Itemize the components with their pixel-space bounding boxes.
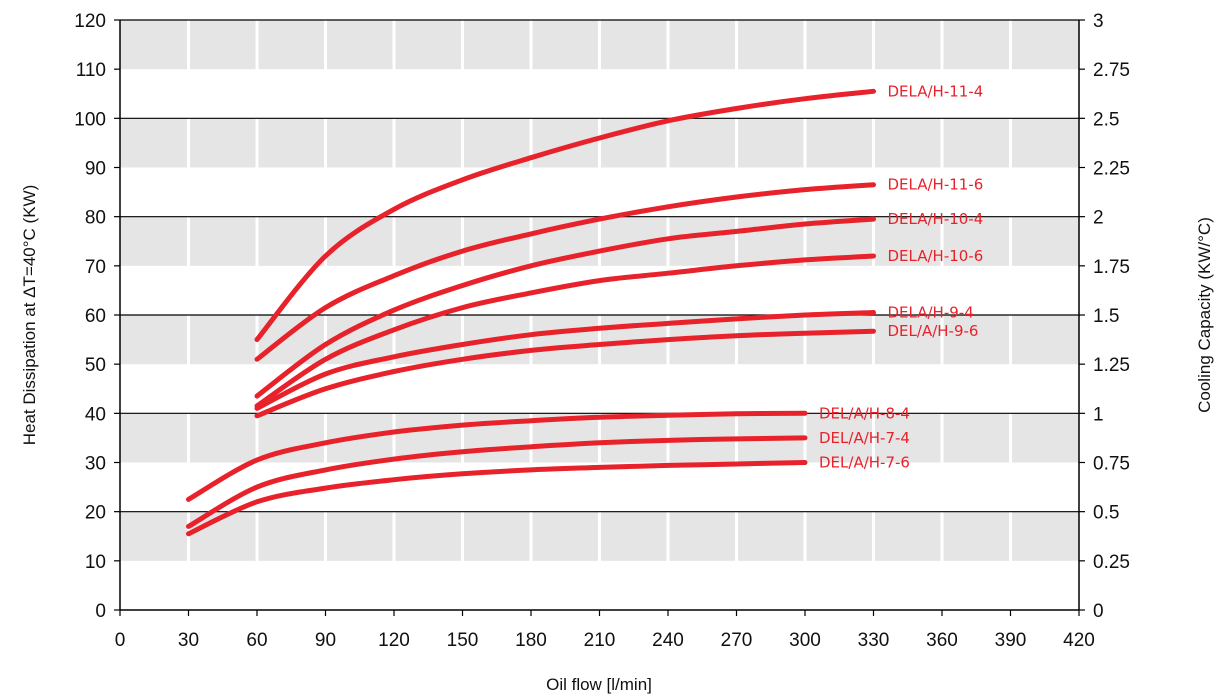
horizontal-gridlines: [120, 19, 1079, 513]
x-tick-label: 300: [789, 630, 821, 651]
y-tick-label: 10: [85, 552, 106, 573]
x-tick-label: 210: [584, 630, 616, 651]
y-tick-label: 70: [85, 257, 106, 278]
x-tick-label: 150: [447, 630, 479, 651]
axes: [114, 19, 1085, 616]
x-tick-label: 270: [721, 630, 753, 651]
y2-tick-label: 0: [1093, 601, 1104, 622]
series-label: DELA/H-10-4: [888, 210, 984, 228]
series-line: [254, 216, 876, 399]
x-axis-title: Oil flow [l/min]: [546, 675, 652, 694]
y-tick-label: 40: [85, 404, 106, 425]
x-tick-label: 90: [315, 630, 336, 651]
x-tick-label: 360: [926, 630, 958, 651]
y-tick-label: 60: [85, 306, 106, 327]
y2-tick-label: 1.75: [1093, 257, 1130, 278]
x-tick-label: 330: [858, 630, 890, 651]
y-tick-labels: 0 10 20 30 40 50 60 70 80 90 100 110 120: [74, 11, 106, 622]
series-label: DELA/H-11-6: [888, 176, 984, 194]
x-tick-label: 120: [378, 630, 410, 651]
series-line: [186, 460, 808, 537]
series-lines: [186, 88, 876, 537]
x-tick-label: 180: [515, 630, 547, 651]
y2-tick-label: 2: [1093, 208, 1104, 229]
y2-tick-label: 2.25: [1093, 159, 1130, 180]
y-tick-label: 100: [74, 109, 106, 130]
series-line: [254, 182, 876, 362]
y-tick-label: 0: [95, 601, 106, 622]
x-tick-label: 60: [246, 630, 267, 651]
y2-tick-label: 1.5: [1093, 306, 1119, 327]
series-label: DELA/H-10-6: [888, 247, 984, 265]
y2-tick-label: 1.25: [1093, 355, 1130, 376]
y-tick-label: 50: [85, 355, 106, 376]
x-tick-label: 30: [178, 630, 199, 651]
y-tick-label: 120: [74, 11, 106, 32]
series-label: DELA/H-11-4: [888, 82, 984, 100]
y-tick-label: 80: [85, 208, 106, 229]
series-label: DEL/A/H-9-6: [888, 322, 979, 340]
y-tick-label: 110: [76, 60, 106, 81]
y2-tick-labels: 0 0.25 0.5 0.75 1 1.25 1.5 1.75 2 2.25 2.5 2.75 3: [1093, 11, 1130, 622]
y2-tick-label: 2.5: [1093, 109, 1119, 130]
series-line: [186, 410, 808, 502]
y2-tick-label: 0.75: [1093, 454, 1130, 475]
x-tick-label: 240: [652, 630, 684, 651]
y2-tick-label: 1: [1093, 404, 1104, 425]
y2-axis-title: Cooling Capacity (KW/°C): [1195, 217, 1214, 413]
series-labels: DELA/H-11-4 DELA/H-11-6 DELA/H-10-4 DELA/H-…: [819, 82, 983, 471]
y2-tick-label: 0.5: [1093, 503, 1119, 524]
y2-tick-label: 0.25: [1093, 552, 1130, 573]
y-tick-label: 90: [85, 159, 106, 180]
series-label: DEL/A/H-8-4: [819, 404, 910, 422]
x-tick-label: 0: [115, 630, 126, 651]
x-tick-label: 420: [1063, 630, 1095, 651]
series-label: DELA/H-9-4: [888, 304, 974, 322]
y-tick-label: 30: [85, 454, 106, 475]
x-tick-label: 390: [995, 630, 1027, 651]
y-axis-title: Heat Dissipation at ΔT=40°C (KW): [20, 185, 39, 446]
y-tick-label: 20: [85, 503, 106, 524]
y2-tick-label: 2.75: [1093, 60, 1130, 81]
y2-tick-label: 3: [1093, 11, 1104, 32]
series-label: DEL/A/H-7-6: [819, 454, 910, 472]
series-line: [254, 328, 876, 419]
x-tick-labels: 0 30 60 90 120 150 180 210 240 270 300 330 360 390 420: [115, 630, 1095, 651]
series-label: DEL/A/H-7-4: [819, 429, 910, 447]
series-line: [254, 310, 876, 411]
series-line: [254, 253, 876, 409]
series-line: [254, 88, 876, 343]
series-line: [186, 435, 808, 529]
